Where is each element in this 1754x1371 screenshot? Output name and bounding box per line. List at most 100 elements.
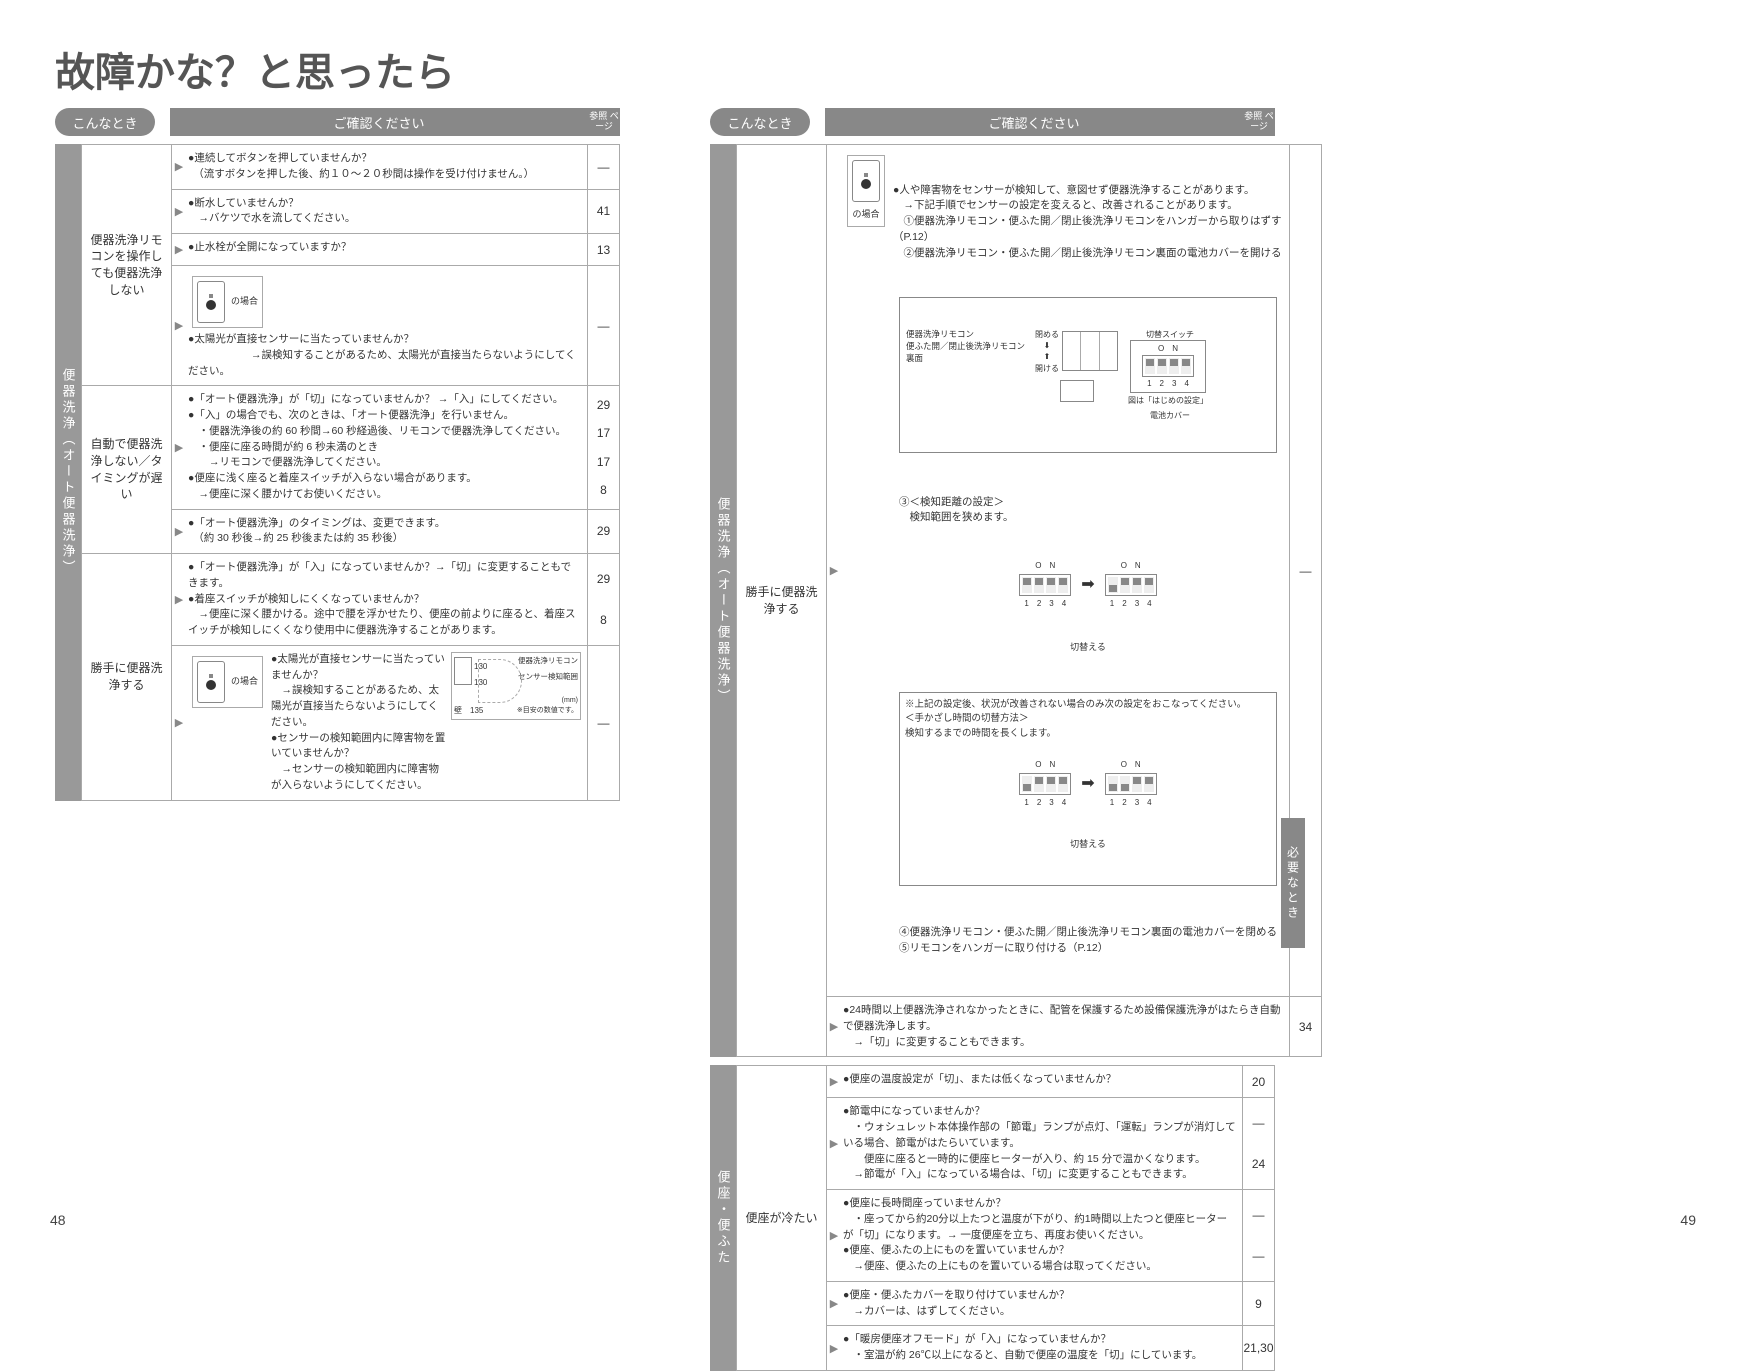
triangle-icon: ▶ [172,386,186,508]
ref-page: 21,30 [1242,1326,1274,1370]
ref-page: 9 [1242,1282,1274,1326]
triangle-icon: ▶ [172,266,186,385]
ref-page: 13 [587,234,619,265]
hdr-check-r: ご確認ください [825,108,1243,136]
triangle-icon: ▶ [172,145,186,189]
triangle-icon: ▶ [172,234,186,265]
page-right: こんなとき ご確認ください 参照 ページ 便器洗浄（オート便器洗浄） 勝手に便器… [710,108,1275,1371]
ref-page: — [587,145,619,189]
dip-switch-diagram [1142,355,1194,377]
issue-block: 勝手に便器洗浄する ▶ ●「オート便器洗浄」が「入」になっていませんか？→「切」… [82,554,619,800]
ref-page: —24 [1242,1098,1274,1189]
dip-switch-diagram: O N 1 2 3 4 [1019,759,1071,809]
remote-back-panel-diagram: 便器洗浄リモコン 便ふた開／閉止後洗浄リモコン 裏面 閉める⬇⬆開ける 切替スイ… [899,297,1277,453]
ref-page: — [587,646,619,800]
hdr-ref-r: 参照 ページ [1243,108,1275,136]
triangle-icon: ▶ [827,1282,841,1326]
issue-block: 便器洗浄リモコンを操作しても便器洗浄しない ▶ ●連続してボタンを押していません… [82,145,619,386]
checks: ▶ ●連続してボタンを押していませんか？ （流すボタンを押した後、約１０～２０秒… [172,145,619,385]
left-section-body: 便器洗浄リモコンを操作しても便器洗浄しない ▶ ●連続してボタンを押していません… [81,144,620,801]
check-text: ●節電中になっていませんか？ ・ウォシュレット本体操作部の「節電」ランプが点灯、… [841,1098,1242,1189]
remote-case-box: の場合 [192,276,263,328]
checks: ▶ の場合 ●人や障害物をセンサーが検知して、意図せず便器洗浄することがあります… [827,145,1321,1056]
two-page-spread: こんなとき ご確認ください 参照 ページ 便器洗浄（オート便器洗浄） 便器洗浄リ… [55,108,1275,1371]
remote-icon [197,661,225,703]
check-text: ●断水していませんか？ →バケツで水を流してください。 [186,190,587,234]
check-text: ●連続してボタンを押していませんか？ （流すボタンを押した後、約１０～２０秒間は… [186,145,587,189]
remote-icon [852,160,880,202]
check-row: ▶ ●止水栓が全開になっていますか？ 13 [172,234,619,266]
arrow-right-icon: ➡ [1081,772,1094,796]
check-row: ▶ ●「オート便器洗浄」が「入」になっていませんか？→「切」に変更することもでき… [172,554,619,646]
check-text: ●「オート便器洗浄」のタイミングは、変更できます。 （約 30 秒後→約 25 … [186,510,587,554]
issue-name: 勝手に便器洗浄する [737,145,827,1056]
triangle-icon: ▶ [827,145,841,996]
check-text: ●「暖房便座オフモード」が「入」になっていませんか？ ・室温が約 26℃以上にな… [841,1326,1242,1370]
check-text: ●24時間以上便器洗浄されなかったときに、配管を保護するため設備保護洗浄がはたら… [841,997,1289,1056]
check-row: ▶ ●節電中になっていませんか？ ・ウォシュレット本体操作部の「節電」ランプが点… [827,1098,1274,1190]
triangle-icon: ▶ [827,997,841,1056]
checks: ▶ ●「オート便器洗浄」が「入」になっていませんか？→「切」に変更することもでき… [172,554,619,800]
page-title: 故障かな？と思ったら [55,40,455,98]
hdr-konnatoki: こんなとき [55,108,155,136]
check-text: ●便座・便ふたカバーを取り付けていませんか？ →カバーは、はずしてください。 [841,1282,1242,1326]
issue-name: 便器洗浄リモコンを操作しても便器洗浄しない [82,145,172,385]
issue-name: 勝手に便器洗浄する [82,554,172,800]
triangle-icon: ▶ [172,646,186,800]
check-row: ▶ ●「暖房便座オフモード」が「入」になっていませんか？ ・室温が約 26℃以上… [827,1326,1274,1370]
hdr-check: ご確認ください [170,108,588,136]
remote-case-box: の場合 [847,155,885,227]
dip-switch-diagram: O N 1 2 3 4 [1019,560,1071,610]
ref-page: — [587,266,619,385]
triangle-icon: ▶ [827,1326,841,1370]
check-row: ▶ ●便座の温度設定が「切」、または低くなっていませんか？ 20 [827,1066,1274,1098]
hdr-konnatoki-r: こんなとき [710,108,810,136]
column-headers-left: こんなとき ご確認ください 参照 ページ [55,108,620,136]
issue-block: 便座が冷たい ▶ ●便座の温度設定が「切」、または低くなっていませんか？ 20 … [737,1066,1274,1370]
triangle-icon: ▶ [172,510,186,554]
check-row: ▶ ●24時間以上便器洗浄されなかったときに、配管を保護するため設備保護洗浄がは… [827,997,1321,1056]
check-text: ●便座に長時間座っていませんか？ ・座ってから約20分以上たつと温度が下がり、約… [841,1190,1242,1281]
ref-page: 2917178 [587,386,619,508]
issue-name: 自動で便器洗浄しない／タイミングが遅い [82,386,172,553]
ref-page: 20 [1242,1066,1274,1097]
triangle-icon: ▶ [827,1098,841,1189]
hdr-ref: 参照 ページ [588,108,620,136]
column-headers-right: こんなとき ご確認ください 参照 ページ [710,108,1275,136]
triangle-icon: ▶ [827,1190,841,1281]
ref-page: 29 [587,510,619,554]
triangle-icon: ▶ [172,554,186,645]
checks: ▶ ●「オート便器洗浄」が「切」になっていませんか？ →「入」にしてください。●… [172,386,619,553]
remote-back-box [1062,331,1118,371]
remote-icon [197,281,225,323]
remote-case-box: の場合 [192,656,263,708]
check-row: ▶ の場合●太陽光が直接センサーに当たっていませんか？ →誤検知することがあるた… [172,266,619,385]
issue-block: 勝手に便器洗浄する ▶ の場合 ●人や障害物をセンサーが検知して、意図せず便器洗… [737,145,1321,1056]
vtab: 便座・便ふた [710,1065,736,1371]
dip-switch-diagram: O N 1 2 3 4 [1105,560,1157,610]
ref-page: 298 [587,554,619,645]
section-body: 勝手に便器洗浄する ▶ の場合 ●人や障害物をセンサーが検知して、意図せず便器洗… [736,144,1322,1057]
page-left: こんなとき ご確認ください 参照 ページ 便器洗浄（オート便器洗浄） 便器洗浄リ… [55,108,620,1371]
check-text: の場合 ●太陽光が直接センサーに当たっていませんか？ →誤検知することがあるため… [186,646,587,800]
ref-page: 41 [587,190,619,234]
check-text: ●「オート便器洗浄」が「入」になっていませんか？→「切」に変更することもできます… [186,554,587,645]
check-row: ▶ ●断水していませんか？ →バケツで水を流してください。 41 [172,190,619,235]
triangle-icon: ▶ [172,190,186,234]
check-row: ▶ ●連続してボタンを押していませんか？ （流すボタンを押した後、約１０～２０秒… [172,145,619,190]
note-box: ※上記の設定後、状況が改善されない場合のみ次の設定をおこなってください。 ＜手か… [899,692,1277,886]
vtab: 便器洗浄（オート便器洗浄） [710,144,736,1057]
check-text: ●便座の温度設定が「切」、または低くなっていませんか？ [841,1066,1242,1097]
check-row: ▶ の場合 ●太陽光が直接センサーに当たっていませんか？ →誤検知することがある… [172,646,619,800]
page-number-48: 48 [50,1212,66,1228]
dip-switch-diagram: O N 1 2 3 4 [1105,759,1157,809]
check-row: ▶ ●便座に長時間座っていませんか？ ・座ってから約20分以上たつと温度が下がり… [827,1190,1274,1282]
page-number-49: 49 [1680,1212,1696,1228]
arrow-right-icon: ➡ [1081,573,1094,597]
check-text: の場合●太陽光が直接センサーに当たっていませんか？ →誤検知することがあるため、… [186,266,587,385]
check-row: ▶ ●便座・便ふたカバーを取り付けていませんか？ →カバーは、はずしてください。… [827,1282,1274,1327]
triangle-icon: ▶ [827,1066,841,1097]
check-text: ●「オート便器洗浄」が「切」になっていませんか？ →「入」にしてください。●「入… [186,386,587,508]
check-text: ●止水栓が全開になっていますか？ [186,234,587,265]
sidetab-hitsuyou: 必要なとき [1281,818,1305,948]
